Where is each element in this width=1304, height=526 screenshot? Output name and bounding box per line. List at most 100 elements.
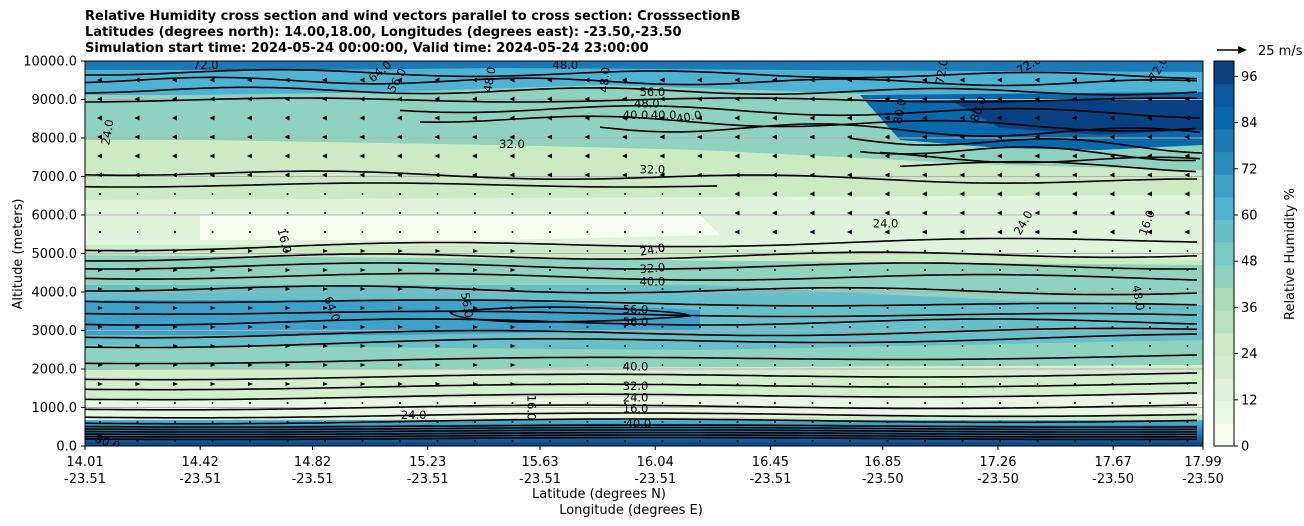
colorbar-tick-label: 12: [1241, 393, 1258, 408]
wind-dot-icon: [1111, 250, 1114, 252]
y-tick-label: 2000.0: [32, 363, 78, 378]
wind-dot-icon: [1111, 345, 1114, 347]
wind-dot-icon: [886, 421, 889, 423]
x-axis-label-lat: Latitude (degrees N): [532, 487, 666, 502]
wind-arrow-icon: [847, 115, 852, 121]
wind-arrow-icon: [434, 96, 440, 102]
wind-arrow-icon: [584, 77, 590, 83]
contour-line: [849, 137, 1203, 154]
wind-dot-icon: [211, 402, 214, 404]
wind-arrow-icon: [359, 77, 365, 83]
wind-arrow-icon: [772, 96, 777, 102]
fill-band: [85, 300, 700, 335]
wind-arrow-icon: [1147, 191, 1152, 197]
wind-arrow-icon: [734, 191, 740, 197]
wind-arrow-icon: [884, 191, 890, 197]
wind-dot-icon: [1074, 421, 1076, 423]
wind-arrow-icon: [959, 96, 965, 102]
wind-dot-icon: [511, 440, 514, 442]
wind-dot-icon: [736, 250, 739, 252]
wind-dot-icon: [324, 440, 326, 442]
wind-arrow-icon: [323, 306, 328, 310]
y-tick-label: 5000.0: [32, 247, 78, 262]
wind-dot-icon: [136, 402, 139, 404]
wind-dot-icon: [624, 193, 626, 195]
wind-dot-icon: [511, 231, 514, 233]
wind-arrow-icon: [959, 153, 965, 159]
wind-arrow-icon: [248, 287, 253, 291]
wind-dot-icon: [999, 326, 1001, 328]
wind-dot-icon: [1186, 402, 1189, 404]
wind-dot-icon: [549, 193, 551, 195]
wind-arrow-icon: [884, 210, 890, 216]
wind-arrow-icon: [134, 172, 140, 178]
wind-arrow-icon: [322, 134, 327, 140]
wind-arrow-icon: [772, 134, 777, 140]
wind-dot-icon: [324, 421, 326, 423]
wind-arrow-icon: [323, 249, 328, 253]
wind-dot-icon: [886, 307, 889, 309]
wind-arrow-icon: [247, 96, 252, 102]
wind-dot-icon: [1111, 402, 1114, 404]
contour-line: [85, 333, 1198, 349]
y-tick-label: 8000.0: [32, 132, 78, 147]
wind-arrow-icon: [398, 306, 403, 310]
wind-arrow-icon: [284, 153, 290, 159]
wind-arrow-icon: [210, 287, 216, 291]
wind-dot-icon: [624, 269, 626, 271]
wind-dot-icon: [549, 383, 551, 385]
x-tick-label-lat: 17.99: [1184, 455, 1221, 470]
wind-arrow-icon: [472, 153, 477, 159]
wind-arrow-icon: [285, 287, 291, 291]
wind-dot-icon: [586, 307, 589, 309]
contour-line-dense: [85, 426, 1197, 431]
wind-arrow-icon: [359, 134, 365, 140]
wind-dot-icon: [474, 231, 476, 233]
wind-dot-icon: [1036, 345, 1039, 347]
contour-line: [85, 327, 1198, 339]
wind-arrow-icon: [173, 306, 178, 310]
y-tick-label: 1000.0: [32, 401, 78, 416]
wind-arrow-icon: [472, 115, 477, 121]
wind-dot-icon: [511, 212, 514, 214]
wind-dot-icon: [736, 383, 739, 385]
wind-arrow-icon: [209, 115, 215, 121]
wind-dot-icon: [924, 250, 926, 252]
contour-line: [85, 182, 718, 188]
x-tick-label-lat: 17.26: [979, 455, 1016, 470]
contour-line-dense: [85, 434, 1197, 438]
wind-arrow-icon: [472, 172, 477, 178]
wind-dot-icon: [586, 231, 589, 233]
wind-arrow-icon: [584, 172, 590, 178]
wind-arrow-icon: [547, 96, 552, 102]
y-tick-label: 6000.0: [32, 209, 78, 224]
wind-arrow-icon: [884, 115, 890, 121]
wind-arrow-icon: [172, 77, 177, 83]
wind-dot-icon: [1111, 421, 1114, 423]
wind-arrow-icon: [847, 153, 852, 159]
wind-arrow-icon: [1034, 172, 1040, 178]
wind-arrow-icon: [884, 229, 890, 235]
wind-arrow-icon: [248, 382, 253, 386]
wind-arrow-icon: [135, 363, 141, 367]
wind-dot-icon: [286, 193, 289, 195]
wind-arrow-icon: [734, 134, 740, 140]
wind-arrow-icon: [172, 96, 177, 102]
wind-dot-icon: [549, 326, 551, 328]
wind-arrow-icon: [509, 153, 515, 159]
wind-arrow-icon: [173, 325, 178, 329]
wind-arrow-icon: [509, 77, 515, 83]
wind-dot-icon: [549, 231, 551, 233]
colorbar-swatch: [1214, 355, 1234, 379]
wind-arrow-icon: [1184, 210, 1190, 216]
wind-dot-icon: [924, 440, 926, 442]
wind-arrow-icon: [1109, 172, 1115, 178]
wind-arrow-icon: [547, 172, 552, 178]
wind-dot-icon: [1036, 440, 1039, 442]
wind-dot-icon: [1186, 345, 1189, 347]
wind-arrow-icon: [809, 191, 815, 197]
wind-arrow-icon: [1109, 77, 1115, 83]
wind-arrow-icon: [472, 77, 477, 83]
wind-dot-icon: [399, 193, 401, 195]
contour-label: 48.0: [553, 58, 579, 72]
